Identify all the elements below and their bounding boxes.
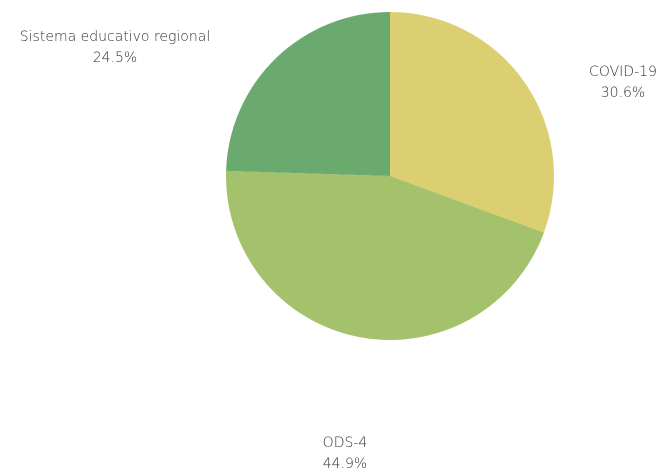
pie-slice — [226, 12, 390, 176]
pie-slice — [390, 12, 554, 233]
slice-value: 24.5% — [93, 50, 137, 66]
slice-label: ODS-4 — [323, 435, 368, 451]
slice-label: Sistema educativo regional — [20, 29, 210, 45]
slice-value: 30.6% — [601, 85, 645, 101]
pie-slice — [226, 170, 544, 340]
slice-label: COVID-19 — [589, 64, 657, 80]
slice-value: 44.9% — [323, 456, 367, 470]
